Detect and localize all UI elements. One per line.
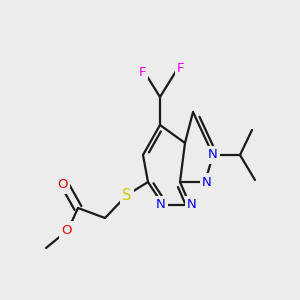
Text: F: F [138,67,146,80]
Text: O: O [58,178,68,191]
Text: N: N [202,176,212,188]
Text: N: N [208,148,218,161]
Text: N: N [187,199,197,212]
Text: F: F [177,61,185,74]
Text: S: S [122,188,132,202]
Text: N: N [156,199,166,212]
Text: O: O [61,224,71,236]
